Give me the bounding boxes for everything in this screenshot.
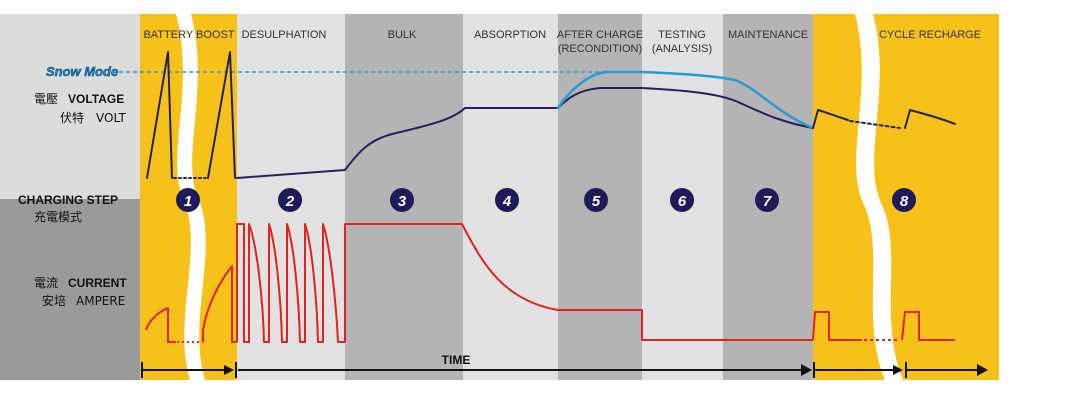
snow-mode-label: Snow Mode — [46, 64, 118, 79]
stage-label-bulk: BULK — [388, 29, 417, 41]
step-number: 8 — [900, 193, 909, 210]
current-curves — [145, 223, 955, 343]
step-marker-1: 1 — [176, 188, 200, 212]
voltage-curve-boost-2 — [207, 51, 236, 179]
voltage-curve-main — [236, 87, 814, 179]
voltage-curve-snow — [556, 70, 815, 130]
voltage-curves — [146, 51, 956, 179]
step-number: 6 — [678, 193, 687, 210]
step-number: 1 — [184, 193, 192, 210]
step-marker-4: 4 — [495, 188, 519, 212]
left-panel — [0, 14, 140, 380]
voltage-curve-boost — [146, 51, 173, 179]
stage-label-desulphation: DESULPHATION — [242, 29, 327, 41]
step-marker-3: 3 — [390, 188, 414, 212]
step-number: 3 — [398, 193, 407, 210]
step-marker-7: 7 — [755, 188, 779, 212]
volt-label-en: VOLT — [96, 111, 126, 125]
current-label-en: CURRENT — [68, 276, 127, 290]
current-curve-cycle-b — [901, 311, 955, 341]
side-labels: Snow Mode 電壓 VOLTAGE 伏特 VOLT CHARGING ST… — [18, 64, 127, 308]
step-circle — [584, 188, 608, 212]
step-circle — [755, 188, 779, 212]
current-curve-cycle-a — [812, 311, 862, 341]
step-number: 2 — [285, 193, 295, 210]
step-marker-5: 5 — [584, 188, 608, 212]
current-label-cn: 電流 — [34, 276, 58, 290]
step-circle — [892, 188, 916, 212]
time-axis-arrow-cycle-a — [893, 365, 903, 375]
step-circle — [390, 188, 414, 212]
ampere-label-en: AMPERE — [76, 294, 125, 308]
step-circle — [176, 188, 200, 212]
current-curve-boost-b — [202, 265, 237, 343]
time-axis-arrow-boost — [224, 365, 234, 375]
step-number: 7 — [763, 193, 772, 210]
voltage-curve-cycle-dots — [849, 120, 901, 129]
current-curve-desulphation — [236, 223, 462, 343]
voltage-curve-cycle-a — [812, 109, 849, 129]
stage-label-absorption: ABSORPTION — [474, 29, 546, 41]
step-marker-8: 8 — [892, 188, 916, 212]
stage-sublabel-testing: (ANALYSIS) — [652, 43, 712, 55]
step-marker-2: 2 — [278, 188, 302, 212]
left-panel-top — [0, 14, 140, 199]
charging-step-label-en: CHARGING STEP — [18, 193, 118, 207]
time-axis-label: TIME — [442, 353, 471, 367]
step-markers: 1 2 3 4 5 6 7 8 — [176, 188, 916, 212]
step-number: 5 — [592, 193, 601, 210]
stage-label-testing: TESTING — [658, 29, 706, 41]
break-wave-right — [855, 14, 903, 380]
current-curve-boost-a — [145, 307, 176, 343]
stage-label-battery-boost: BATTERY BOOST — [143, 29, 234, 41]
voltage-label-cn: 電壓 — [34, 92, 58, 106]
ampere-label-cn: 安培 — [42, 293, 66, 308]
step-circle — [495, 188, 519, 212]
voltage-curve-cycle-b — [904, 109, 956, 129]
stage-label-cycle-recharge: CYCLE RECHARGE — [879, 29, 981, 41]
time-axis-arrow-cycle-b — [977, 364, 988, 376]
time-axis — [141, 362, 988, 378]
volt-label-cn: 伏特 — [60, 110, 84, 125]
stage-labels: BATTERY BOOST DESULPHATION BULK ABSORPTI… — [143, 29, 981, 55]
charging-step-label-cn: 充電模式 — [34, 209, 82, 224]
step-circle — [278, 188, 302, 212]
stage-label-after-charge: AFTER CHARGE — [557, 29, 643, 41]
stage-label-maintenance: MAINTENANCE — [728, 29, 808, 41]
step-marker-6: 6 — [670, 188, 694, 212]
current-curve-absorption — [461, 223, 813, 341]
time-axis-arrow-main — [801, 364, 812, 376]
step-number: 4 — [502, 193, 512, 210]
step-circle — [670, 188, 694, 212]
voltage-label-en: VOLTAGE — [68, 92, 124, 106]
stage-sublabel-after-charge: (RECONDITION) — [558, 43, 642, 55]
left-panel-bottom — [0, 199, 140, 380]
